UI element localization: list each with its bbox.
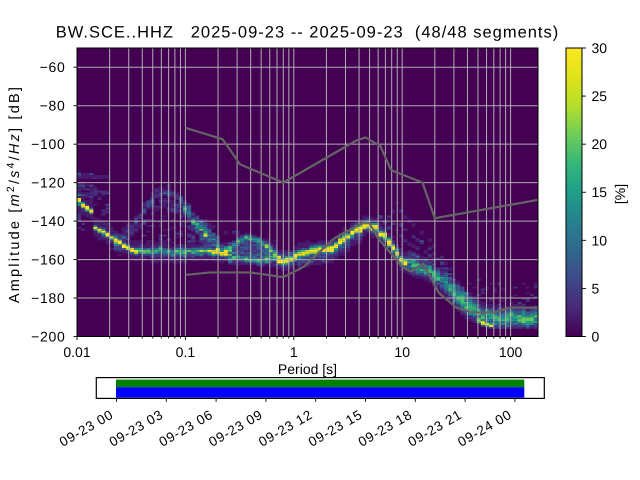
svg-text:−60: −60 (40, 59, 66, 75)
svg-text:100: 100 (499, 344, 523, 360)
svg-text:−200: −200 (31, 329, 65, 345)
svg-text:20: 20 (592, 136, 608, 152)
svg-text:25: 25 (592, 88, 608, 104)
svg-text:0: 0 (592, 329, 600, 345)
svg-text:BW.SCE..HHZ 2025-09-23 -- 20: BW.SCE..HHZ 2025-09-23 -- 2025-09-23 (48… (56, 24, 560, 42)
svg-text:−140: −140 (31, 213, 65, 229)
svg-text:1: 1 (290, 344, 298, 360)
svg-text:Period [s]: Period [s] (278, 361, 337, 377)
svg-text:−100: −100 (31, 136, 65, 152)
svg-text:−120: −120 (31, 175, 65, 191)
svg-text:10: 10 (592, 232, 608, 248)
svg-text:Amplitude [m2/s4/Hz] [dB]: Amplitude [m2/s4/Hz] [dB] (5, 85, 23, 303)
svg-text:0.01: 0.01 (63, 344, 90, 360)
svg-text:[%]: [%] (612, 184, 628, 204)
svg-text:0.1: 0.1 (176, 344, 196, 360)
svg-text:−180: −180 (31, 290, 65, 306)
svg-text:30: 30 (592, 40, 608, 56)
svg-text:−80: −80 (40, 98, 66, 114)
svg-text:5: 5 (592, 280, 600, 296)
svg-text:15: 15 (592, 184, 608, 200)
svg-text:−160: −160 (31, 252, 65, 268)
svg-text:10: 10 (394, 344, 410, 360)
